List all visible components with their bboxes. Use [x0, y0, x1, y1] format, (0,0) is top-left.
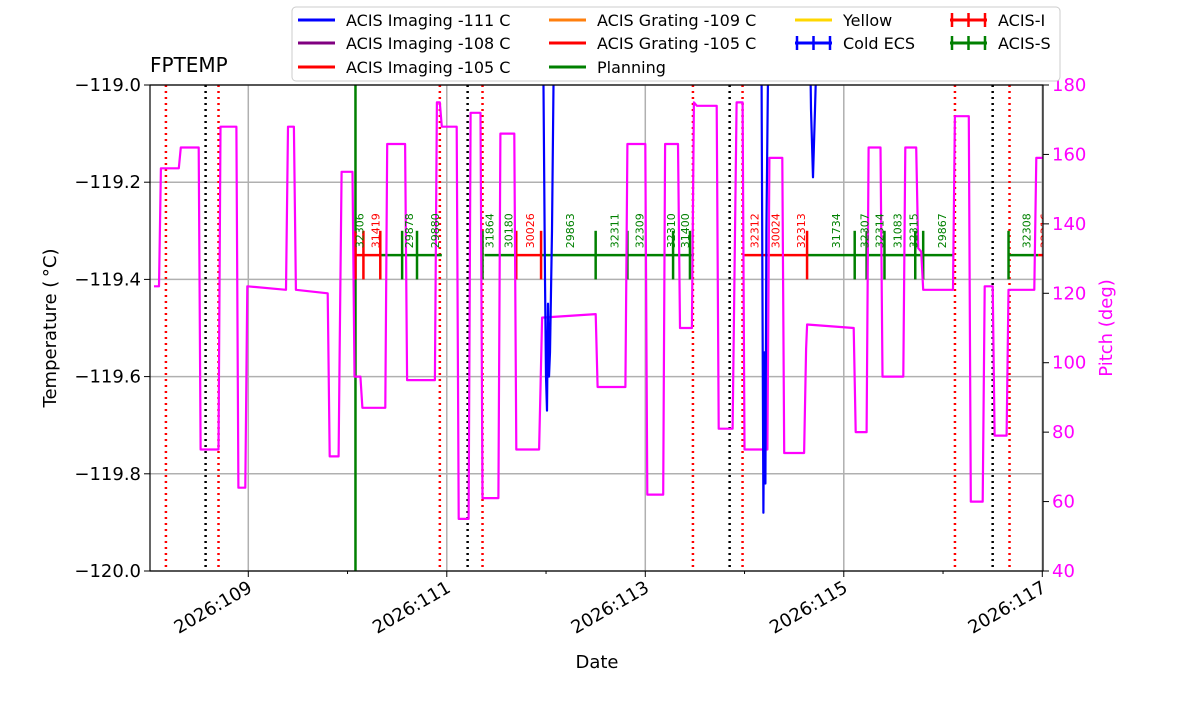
y-tick-label: −119.8: [74, 464, 141, 485]
fptemp-series-line: [542, 85, 555, 412]
x-tick-label: 2026:109: [171, 577, 256, 638]
obsid-labels: 32306 31419 29878 29880 31864 30180 30026 29863…: [353, 213, 1051, 248]
y2-tick-label: 40: [1052, 561, 1075, 582]
fptemp-series-line: [760, 85, 770, 514]
y2-tick-label: 80: [1052, 422, 1075, 443]
obsid-label: 32308: [1020, 213, 1033, 248]
obsid-label: 31734: [830, 213, 843, 248]
obsid-label: 31400: [679, 213, 692, 248]
plot-frame: [149, 84, 1044, 572]
obsid-label: 30026: [524, 213, 537, 248]
obsid-label: 32309: [633, 213, 646, 248]
obsid-label: 29867: [936, 213, 949, 248]
obsid-label: 29880: [429, 213, 442, 248]
legend-label: ACIS Grating -105 C: [597, 34, 756, 53]
y2-tick-label: 100: [1052, 353, 1086, 374]
legend-label: ACIS-I: [998, 11, 1045, 30]
obsid-label: 31864: [484, 213, 497, 248]
legend-label: ACIS-S: [998, 34, 1051, 53]
y-tick-label: −119.4: [74, 269, 141, 290]
y-tick-label: −120.0: [74, 561, 141, 582]
obsid-label: 29878: [403, 213, 416, 248]
legend-label: ACIS Grating -109 C: [597, 11, 756, 30]
obsid-label: 32311: [609, 213, 622, 248]
obsid-label: 32314: [874, 213, 887, 248]
y-tick-label: −119.2: [74, 172, 141, 193]
y2-tick-label: 160: [1052, 144, 1086, 165]
legend-label: ACIS Imaging -111 C: [346, 11, 510, 30]
obsid-label: 30024: [769, 213, 782, 248]
x-tick-label: 2026:117: [965, 577, 1050, 638]
obsid-label: 32306: [353, 213, 366, 248]
legend-label: Planning: [597, 58, 666, 77]
y-axis-label: Temperature ( °C): [40, 249, 61, 409]
obsid-label: 30180: [502, 213, 515, 248]
legend-label: Cold ECS: [843, 34, 915, 53]
plot-marks: [154, 85, 1043, 571]
obsid-label: 32310: [665, 213, 678, 248]
legend-frame: [291, 6, 1061, 82]
obsid-label: 32307: [859, 213, 872, 248]
obsid-label: 31083: [891, 213, 904, 248]
chart-title: FPTEMP: [150, 53, 228, 77]
y2-axis-label: Pitch (deg): [1096, 279, 1117, 377]
x-tick-label: 2026:115: [766, 577, 851, 638]
legend-label: Yellow: [842, 11, 892, 30]
y2-tick-label: 60: [1052, 492, 1075, 513]
obsid-label: 32315: [907, 213, 920, 248]
y-tick-label: −119.6: [74, 367, 141, 388]
x-axis-label: Date: [575, 652, 618, 673]
obsid-label: 32312: [749, 213, 762, 248]
x-tick-label: 2026:111: [369, 577, 454, 638]
legend: ACIS Imaging -111 C ACIS Imaging -108 C AC…: [291, 6, 1061, 82]
y2-tick-label: 120: [1052, 283, 1086, 304]
y2-tick-label: 140: [1052, 214, 1086, 235]
y-tick-label: −119.0: [74, 75, 141, 96]
x-tick-label: 2026:113: [568, 577, 653, 638]
obsid-label: 32316: [1038, 213, 1051, 248]
legend-label: ACIS Imaging -105 C: [346, 58, 510, 77]
obsid-label: 31419: [369, 213, 382, 248]
legend-label: ACIS Imaging -108 C: [346, 34, 510, 53]
obsid-label: 32313: [795, 213, 808, 248]
y2-tick-label: 180: [1052, 75, 1086, 96]
pitch-series-line: [154, 101, 1043, 521]
obsid-label: 29863: [564, 213, 577, 248]
